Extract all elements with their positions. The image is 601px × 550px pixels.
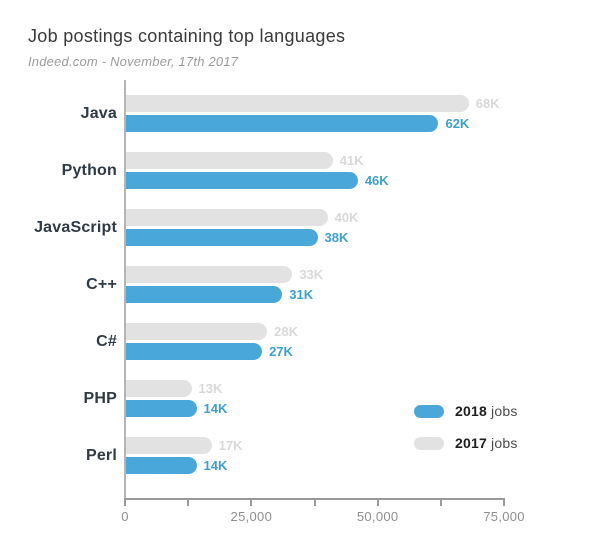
axis-tick-label: 50,000 [356,509,399,524]
bar-2017-jobs [126,266,293,283]
bar-line: 14K [126,457,504,474]
bar-pair: 33K 31K [126,266,504,306]
bar-line: 41K [126,152,504,169]
category-label: C# [96,332,117,350]
axis-tick-label: 75,000 [483,509,525,524]
legend-swatch [414,436,444,450]
bar-pair: 40K 38K [126,209,504,249]
value-label: 14K [203,458,228,473]
bar-chart: Java 68K 62K Python 41K 46K JavaScript 40K 38K C+… [0,78,601,550]
bar-pair: 13K 14K [126,380,504,420]
value-label: 46K [364,173,389,188]
value-label: 31K [289,287,314,302]
bar-line: 33K [126,266,504,283]
chart-header: Job postings containing top languages In… [28,26,345,69]
bar-2018-jobs [126,286,283,303]
bar-row: PHP 13K 14K [0,380,601,437]
axis-tick-label: 0 [121,509,129,524]
legend-item-2018: 2018 jobs [414,403,518,419]
legend-label: 2018 jobs [455,403,518,419]
bar-line: 17K [126,437,504,454]
bar-2018-jobs [126,115,439,132]
bar-pair: 68K 62K [126,95,504,135]
bar-2018-jobs [126,457,197,474]
bar-row: Java 68K 62K [0,95,601,152]
value-label: 62K [445,116,470,131]
category-label: PHP [83,389,117,407]
legend-swatch [414,404,444,418]
bar-2017-jobs [126,437,212,454]
bar-line: 31K [126,286,504,303]
bar-2018-jobs [126,229,318,246]
axis-tick [250,500,253,506]
bar-row: Perl 17K 14K [0,437,601,494]
axis-tick [503,500,505,506]
bar-2017-jobs [126,380,192,397]
value-label: 27K [269,344,293,359]
bar-2017-jobs [126,152,333,169]
y-axis-line [124,80,126,500]
axis-tick [376,500,379,506]
axis-tick-label: 25,000 [230,509,273,524]
bar-line: 28K [126,323,504,340]
bar-pair: 17K 14K [126,437,504,477]
value-label: 33K [299,267,324,282]
value-label: 28K [274,324,298,339]
value-label: 13K [198,381,223,396]
bar-line: 46K [126,172,504,189]
value-label: 38K [324,230,349,245]
bar-row: C++ 33K 31K [0,266,601,323]
bar-line: 14K [126,400,504,417]
value-label: 68K [475,96,500,111]
value-label: 41K [339,153,364,168]
bar-line: 38K [126,229,504,246]
bar-rows: Java 68K 62K Python 41K 46K JavaScript 40K 38K C+… [0,95,601,494]
bar-line: 27K [126,343,504,360]
bar-pair: 41K 46K [126,152,504,192]
x-axis-line [124,498,505,500]
bar-2017-jobs [126,323,268,340]
bar-2017-jobs [126,95,469,112]
category-label: Perl [85,446,117,464]
legend-item-2017: 2017 jobs [414,435,518,451]
page-title: Job postings containing top languages [28,26,346,46]
category-label: C++ [86,275,117,293]
value-label: 14K [203,401,228,416]
legend-label: 2017 jobs [455,435,518,451]
category-label: Python [61,161,117,179]
value-label: 40K [334,210,359,225]
category-label: Java [80,104,117,122]
axis-tick [124,500,126,506]
bar-row: JavaScript 40K 38K [0,209,601,266]
bar-2018-jobs [126,172,358,189]
bar-2018-jobs [126,343,263,360]
bar-line: 68K [126,95,504,112]
bar-2018-jobs [126,400,197,417]
chart-subtitle: Indeed.com - November, 17th 2017 [28,54,239,69]
bar-row: C# 28K 27K [0,323,601,380]
axis-tick [187,500,190,506]
chart-legend: 2018 jobs 2017 jobs [414,403,518,467]
bar-line: 62K [126,115,504,132]
bar-2017-jobs [126,209,328,226]
axis-tick [313,500,316,506]
bar-line: 13K [126,380,504,397]
axis-tick [439,500,442,506]
bar-pair: 28K 27K [126,323,504,363]
value-label: 17K [218,438,243,453]
category-label: JavaScript [34,218,117,236]
bar-row: Python 41K 46K [0,152,601,209]
bar-line: 40K [126,209,504,226]
